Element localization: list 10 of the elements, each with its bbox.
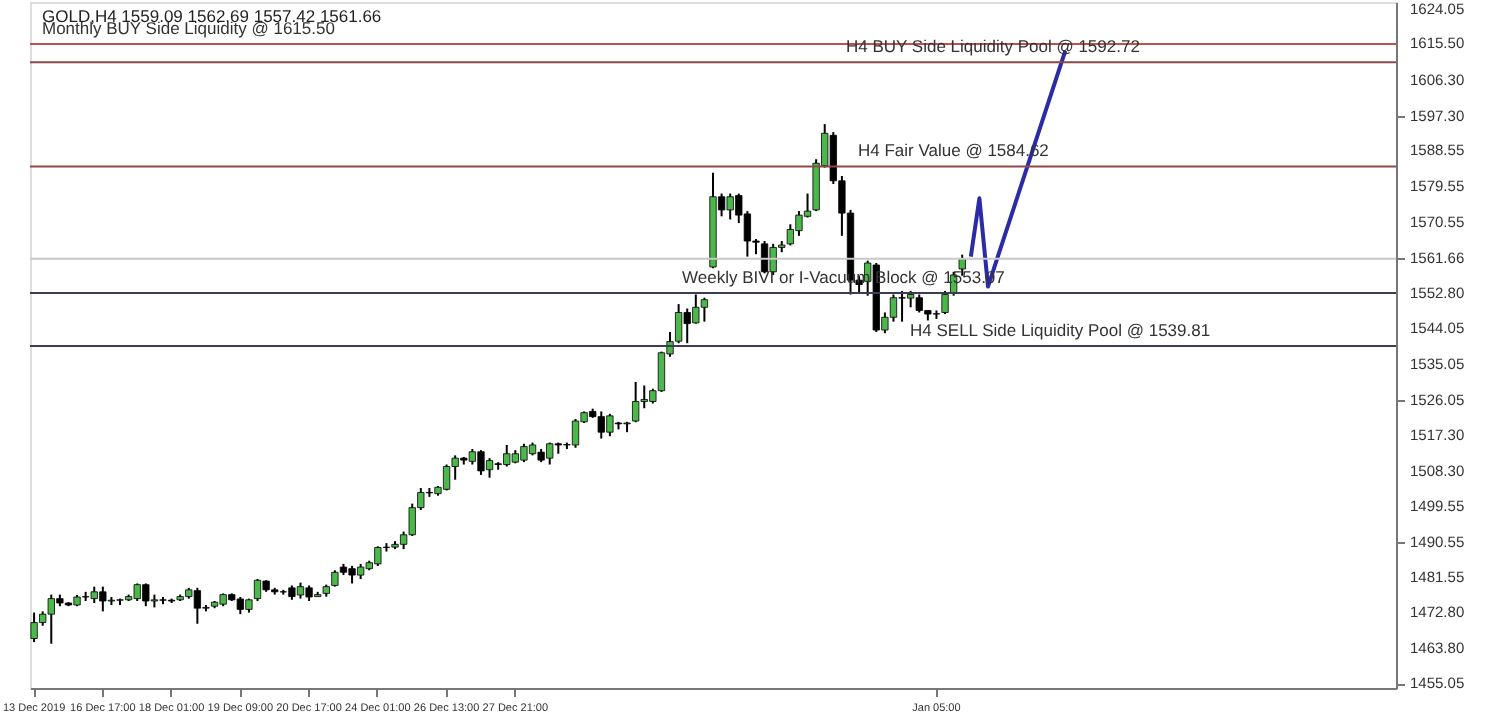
candlestick xyxy=(941,289,949,316)
candlestick xyxy=(700,296,709,323)
candlestick xyxy=(632,380,640,424)
candlestick xyxy=(760,240,769,275)
ref-line-label: H4 SELL Side Liquidity Pool @ 1539.81 xyxy=(910,319,1211,340)
candlestick xyxy=(571,418,580,449)
candlestick xyxy=(485,457,494,479)
candlestick xyxy=(253,578,262,602)
candlestick xyxy=(442,463,451,492)
candlestick xyxy=(889,293,898,323)
